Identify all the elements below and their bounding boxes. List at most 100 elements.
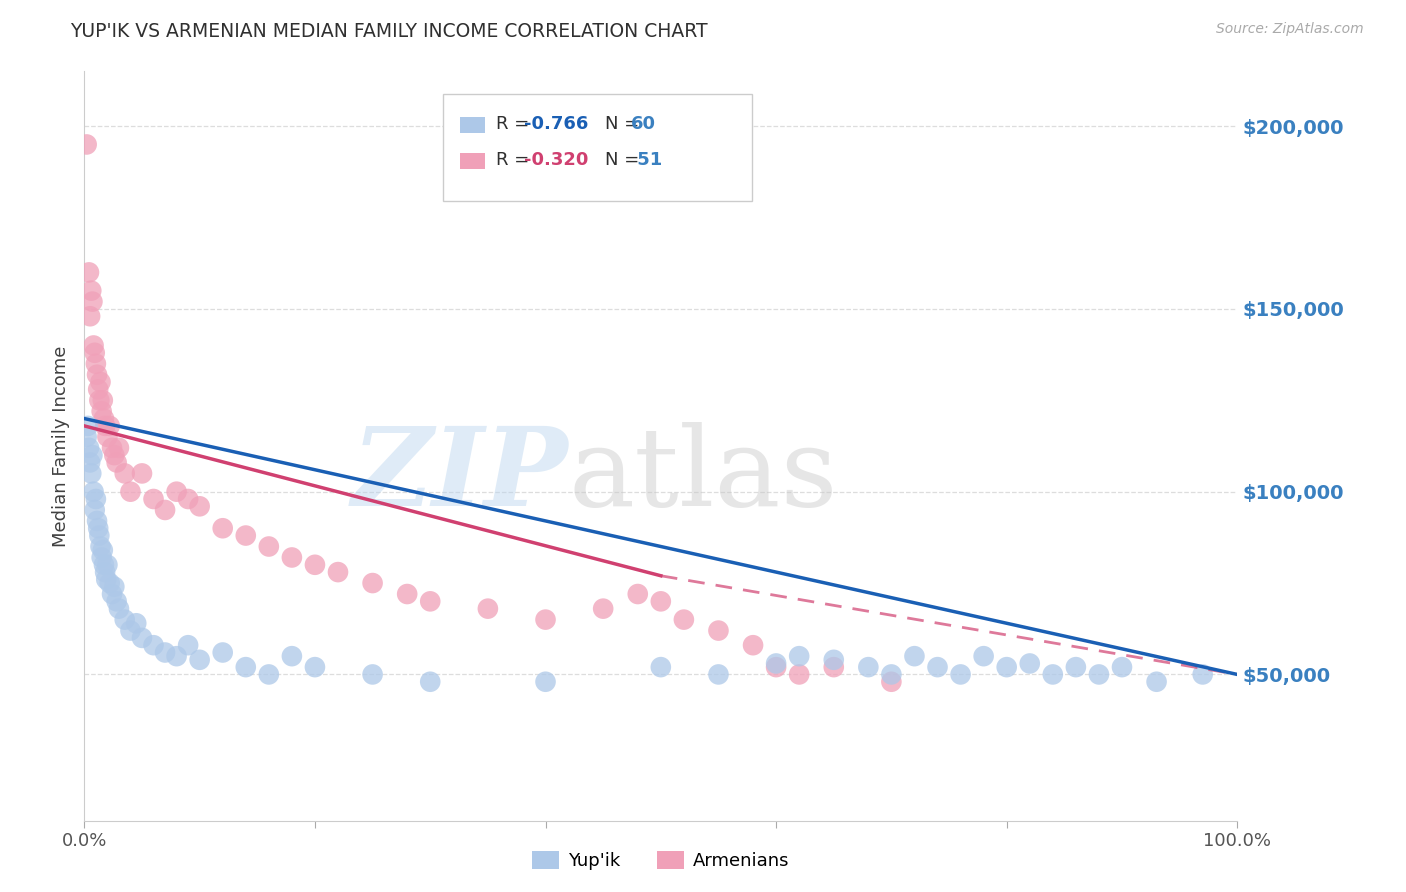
Point <box>1042 667 1064 681</box>
Point <box>188 653 211 667</box>
Point <box>1191 667 1213 681</box>
Point <box>1088 667 1111 681</box>
Point <box>707 667 730 681</box>
Point <box>114 467 136 481</box>
Point <box>125 616 148 631</box>
Point <box>177 638 200 652</box>
Text: Source: ZipAtlas.com: Source: ZipAtlas.com <box>1216 22 1364 37</box>
Text: YUP'IK VS ARMENIAN MEDIAN FAMILY INCOME CORRELATION CHART: YUP'IK VS ARMENIAN MEDIAN FAMILY INCOME … <box>70 22 709 41</box>
Point <box>1111 660 1133 674</box>
Point <box>1064 660 1087 674</box>
Point <box>120 624 142 638</box>
Point <box>96 430 118 444</box>
Point <box>257 540 280 554</box>
Point <box>103 448 125 462</box>
Point <box>880 674 903 689</box>
Point <box>304 558 326 572</box>
Point <box>101 441 124 455</box>
Point <box>94 418 117 433</box>
Legend: Yup'ik, Armenians: Yup'ik, Armenians <box>523 842 799 879</box>
Point <box>93 558 115 572</box>
Point <box>89 393 111 408</box>
Point <box>91 543 114 558</box>
Point <box>188 500 211 514</box>
Text: N =: N = <box>605 115 644 133</box>
Point <box>742 638 765 652</box>
Point <box>76 137 98 152</box>
Text: 60: 60 <box>631 115 657 133</box>
Point <box>166 649 188 664</box>
Point <box>211 646 233 660</box>
Point <box>83 346 105 360</box>
Point <box>105 594 128 608</box>
Point <box>326 565 349 579</box>
Point <box>105 455 128 469</box>
Point <box>707 624 730 638</box>
Point <box>257 667 280 681</box>
Point <box>86 368 108 382</box>
Point <box>787 649 810 664</box>
Point <box>858 660 880 674</box>
Point <box>949 667 972 681</box>
Point <box>281 550 304 565</box>
Point <box>80 284 103 298</box>
Point <box>114 613 136 627</box>
Point <box>83 484 105 499</box>
Point <box>995 660 1018 674</box>
Point <box>91 393 114 408</box>
Point <box>142 491 165 506</box>
Text: N =: N = <box>605 151 644 169</box>
Point <box>973 649 995 664</box>
Point <box>101 587 124 601</box>
Point <box>880 667 903 681</box>
Point <box>627 587 650 601</box>
Point <box>361 667 384 681</box>
Point <box>650 660 672 674</box>
Point <box>103 580 125 594</box>
Point <box>98 576 121 591</box>
Point <box>787 667 810 681</box>
Point <box>87 521 110 535</box>
Point <box>166 484 188 499</box>
Point <box>211 521 233 535</box>
Point <box>281 649 304 664</box>
Point <box>153 646 176 660</box>
Point <box>419 674 441 689</box>
Point <box>304 660 326 674</box>
Point <box>82 448 104 462</box>
Point <box>120 484 142 499</box>
Text: -0.320: -0.320 <box>524 151 589 169</box>
Point <box>108 441 131 455</box>
Point <box>77 265 100 279</box>
Point <box>592 601 614 615</box>
Point <box>142 638 165 652</box>
Point <box>235 528 257 542</box>
Text: atlas: atlas <box>568 423 838 530</box>
Point <box>396 587 419 601</box>
Point <box>76 418 98 433</box>
Point <box>80 467 103 481</box>
Point <box>84 491 107 506</box>
Point <box>83 338 105 352</box>
Point <box>419 594 441 608</box>
Point <box>672 613 695 627</box>
Point <box>235 660 257 674</box>
Point <box>82 294 104 309</box>
Point <box>98 418 121 433</box>
Point <box>361 576 384 591</box>
Point <box>108 601 131 615</box>
Point <box>765 657 787 671</box>
Point <box>534 674 557 689</box>
Point <box>823 660 845 674</box>
Point <box>177 491 200 506</box>
Text: ZIP: ZIP <box>352 422 568 530</box>
Y-axis label: Median Family Income: Median Family Income <box>52 345 70 547</box>
Point <box>79 310 101 324</box>
Point <box>1146 674 1168 689</box>
Point <box>534 613 557 627</box>
Point <box>93 411 115 425</box>
Point <box>90 550 112 565</box>
Point <box>1018 657 1040 671</box>
Point <box>927 660 949 674</box>
Point <box>96 573 118 587</box>
